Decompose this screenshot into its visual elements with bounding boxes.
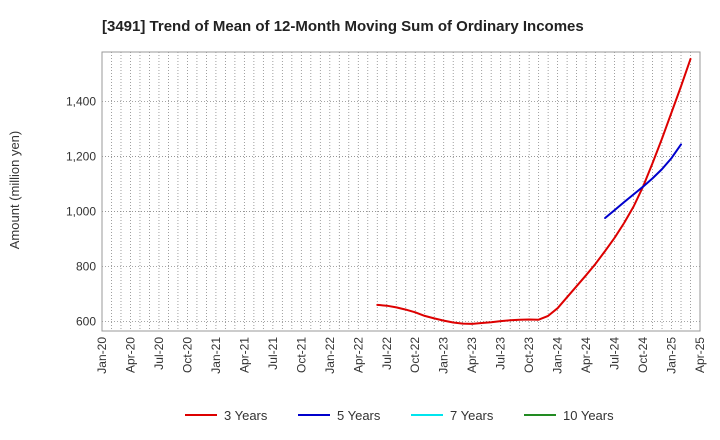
- x-tick-label: Oct-21: [294, 337, 308, 373]
- y-tick-labels: 600 800 1,000 1,200 1,400: [66, 94, 96, 328]
- x-tick-label: Apr-23: [465, 337, 479, 373]
- x-tick-label: Jul-24: [608, 337, 622, 370]
- legend-label-5-years: 5 Years: [337, 408, 381, 423]
- x-tick-label: Jul-21: [266, 337, 280, 370]
- x-tick-label: Apr-24: [579, 337, 593, 373]
- x-tick-label: Apr-22: [351, 337, 365, 373]
- legend: 3 Years 5 Years 7 Years 10 Years: [185, 408, 614, 423]
- series-lines: [376, 57, 692, 325]
- grid: [102, 52, 700, 331]
- legend-label-10-years: 10 Years: [563, 408, 614, 423]
- legend-label-3-years: 3 Years: [224, 408, 268, 423]
- x-tick-label: Apr-25: [693, 337, 707, 373]
- x-tick-label: Jul-22: [380, 337, 394, 370]
- y-axis-label: Amount (million yen): [7, 131, 22, 250]
- legend-label-7-years: 7 Years: [450, 408, 494, 423]
- series-line-5-years: [604, 143, 682, 219]
- plot-frame: [101, 51, 701, 332]
- x-tick-label: Oct-24: [636, 337, 650, 373]
- x-tick-label: Jan-25: [665, 337, 679, 374]
- y-tick-label: 800: [76, 259, 96, 273]
- x-tick-label: Oct-22: [408, 337, 422, 373]
- x-tick-label: Jul-20: [152, 337, 166, 370]
- y-tick-label: 1,000: [66, 204, 96, 218]
- x-tick-label: Jan-21: [209, 337, 223, 374]
- x-tick-label: Oct-23: [522, 337, 536, 373]
- x-tick-label: Jan-24: [551, 337, 565, 374]
- chart-title: [3491] Trend of Mean of 12-Month Moving …: [102, 18, 584, 35]
- x-tick-label: Jul-23: [494, 337, 508, 370]
- y-tick-label: 600: [76, 314, 96, 328]
- x-tick-label: Jan-20: [95, 337, 109, 374]
- y-tick-label: 1,200: [66, 149, 96, 163]
- series-line-3-years: [376, 57, 692, 325]
- x-tick-label: Apr-21: [237, 337, 251, 373]
- y-tick-label: 1,400: [66, 94, 96, 108]
- x-tick-label: Jan-22: [323, 337, 337, 374]
- x-tick-label: Oct-20: [180, 337, 194, 373]
- x-tick-label: Jan-23: [437, 337, 451, 374]
- x-tick-label: Apr-20: [123, 337, 137, 373]
- x-tick-labels: Jan-20 Apr-20 Jul-20 Oct-20 Jan-21 Apr-21 Jul-…: [95, 337, 707, 374]
